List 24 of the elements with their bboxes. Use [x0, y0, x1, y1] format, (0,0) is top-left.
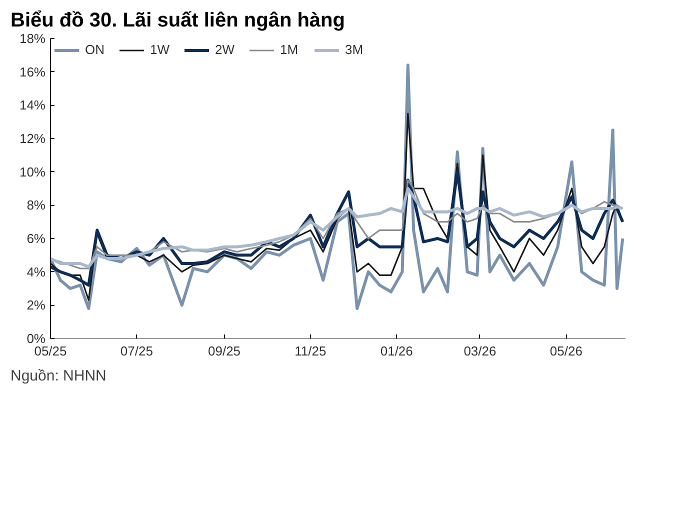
y-tick-label: 4%: [26, 264, 46, 280]
legend-label: 1W: [150, 42, 170, 57]
y-tick-label: 18%: [19, 31, 46, 46]
y-tick-label: 12%: [19, 131, 46, 146]
y-tick-label: 8%: [26, 198, 46, 213]
y-tick-label: 0%: [26, 331, 46, 346]
y-tick-label: 14%: [19, 98, 46, 113]
legend-label: ON: [85, 42, 105, 57]
text: Nguồn: NHNN: [10, 368, 106, 384]
y-tick-label: 10%: [19, 164, 46, 180]
y-tick-label: 2%: [26, 298, 46, 313]
x-tick-label: 01/26: [380, 344, 413, 358]
x-tick-label: 09/25: [208, 344, 241, 358]
y-tick-label: 6%: [26, 231, 46, 246]
x-tick-label: 05/26: [550, 344, 582, 358]
legend-label: 3M: [345, 42, 364, 57]
legend-label: 1M: [280, 42, 300, 57]
y-tick-label: 16%: [19, 64, 46, 80]
x-tick-label: 03/26: [464, 344, 496, 358]
x-tick-label: 07/25: [120, 344, 153, 358]
x-tick-label: 05/25: [34, 344, 67, 358]
legend-label: 2W: [215, 42, 235, 57]
chart-title: Biểu đồ 30. Lãi suất liên ngân hàng: [10, 10, 345, 32]
x-tick-label: 11/25: [294, 344, 326, 358]
